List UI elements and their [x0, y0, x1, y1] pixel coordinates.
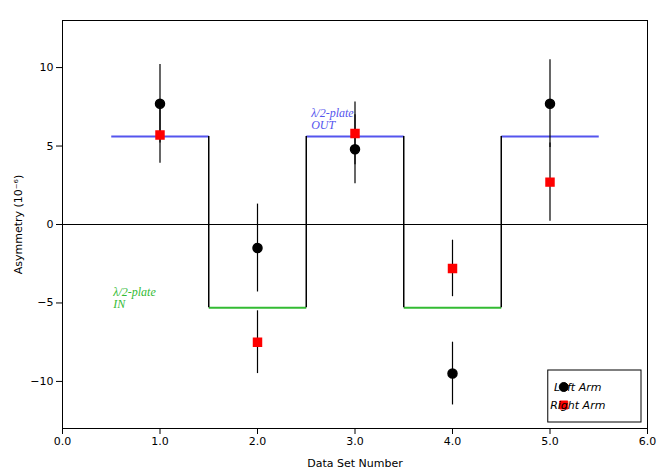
svg-text:4.0: 4.0 — [444, 435, 462, 448]
svg-text:−5: −5 — [37, 296, 53, 309]
svg-text:Asymmetry (10⁻⁶): Asymmetry (10⁻⁶) — [12, 175, 25, 275]
svg-text:6.0: 6.0 — [639, 435, 657, 448]
svg-text:Data Set Number: Data Set Number — [307, 457, 403, 470]
svg-text:λ/2-plateOUT: λ/2-plateOUT — [310, 106, 354, 132]
svg-text:10: 10 — [40, 61, 54, 74]
svg-text:−10: −10 — [30, 375, 53, 388]
svg-text:Left Arm: Left Arm — [554, 381, 601, 394]
svg-text:0: 0 — [47, 218, 54, 231]
svg-text:3.0: 3.0 — [346, 435, 364, 448]
svg-text:2.0: 2.0 — [249, 435, 267, 448]
svg-text:5.0: 5.0 — [541, 435, 559, 448]
svg-text:Right Arm: Right Arm — [550, 399, 605, 412]
svg-text:1.0: 1.0 — [151, 435, 169, 448]
svg-text:λ/2-plateIN: λ/2-plateIN — [112, 285, 156, 311]
svg-text:5: 5 — [47, 140, 54, 153]
svg-text:0.0: 0.0 — [54, 435, 72, 448]
